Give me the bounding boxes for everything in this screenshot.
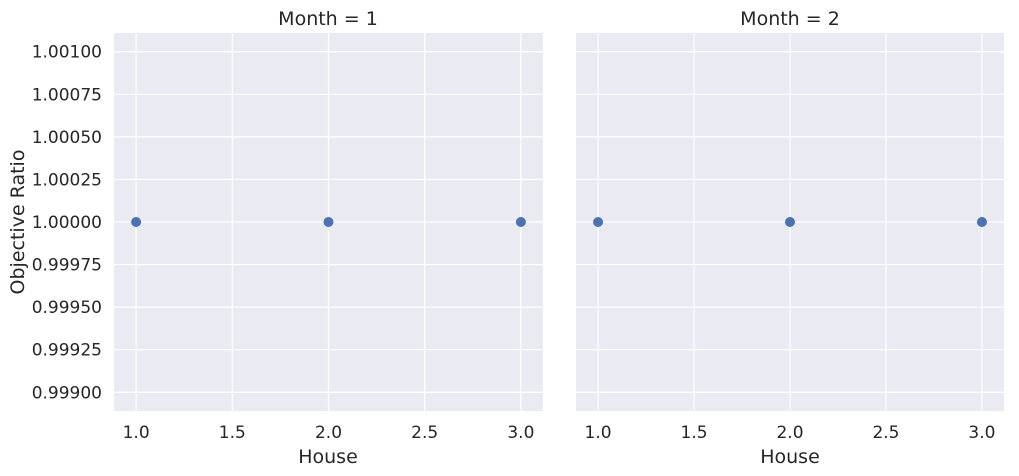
data-point <box>785 217 795 227</box>
y-tick-label: 0.99950 <box>32 298 102 318</box>
x-axis-label: House <box>760 446 820 468</box>
data-point <box>976 217 987 227</box>
x-tick-label: 2.0 <box>315 423 342 443</box>
x-tick-label: 3.0 <box>968 423 995 443</box>
panel-month-2: Month = 2 House 1.0 1.5 2.0 2.5 3.0 <box>576 8 1004 468</box>
x-tick-label: 1.5 <box>681 423 708 443</box>
y-tick-label: 0.99925 <box>32 341 102 361</box>
y-tick-label: 1.00075 <box>32 85 102 105</box>
data-point <box>131 217 142 227</box>
y-tick-label: 1.00025 <box>32 170 102 190</box>
x-tick-label: 3.0 <box>507 423 534 443</box>
x-tick-label: 2.5 <box>411 423 438 443</box>
y-tick-label: 0.99900 <box>32 383 102 403</box>
x-tick-label: 1.0 <box>585 423 612 443</box>
x-axis-label: House <box>298 446 358 468</box>
data-point <box>323 217 334 227</box>
y-tick-label: 1.00100 <box>32 43 102 63</box>
y-axis-label: Objective Ratio <box>7 150 29 295</box>
x-tick-label: 2.0 <box>776 423 803 443</box>
data-point <box>515 217 526 227</box>
x-tick-label: 1.0 <box>123 423 150 443</box>
panel-month-1: Month = 1 House Objective Ratio 1.0 1.5 2.… <box>7 8 543 468</box>
data-point <box>593 217 604 227</box>
panel-title: Month = 1 <box>278 8 378 30</box>
x-tick-label: 1.5 <box>219 423 246 443</box>
y-tick-label: 0.99975 <box>32 256 102 276</box>
x-tick-label: 2.5 <box>872 423 899 443</box>
y-tick-label: 1.00000 <box>32 213 102 233</box>
y-tick-label: 1.00050 <box>32 128 102 148</box>
panel-title: Month = 2 <box>740 8 840 30</box>
